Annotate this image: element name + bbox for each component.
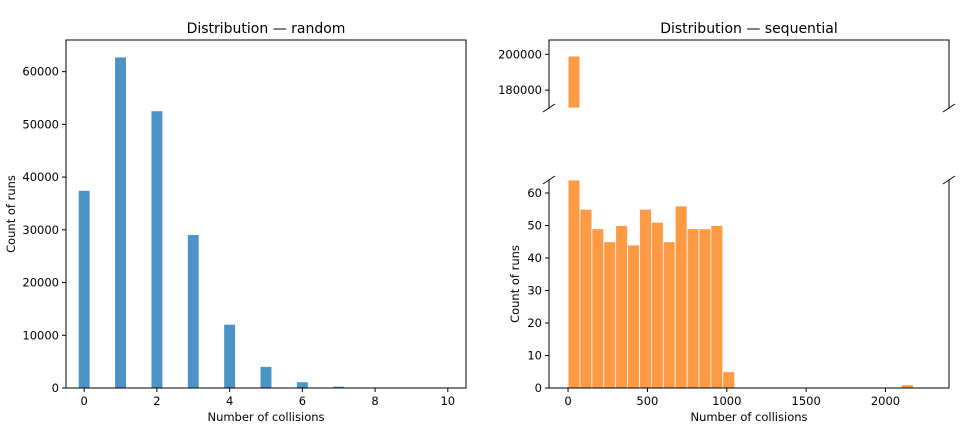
sequential-bar bbox=[603, 241, 617, 389]
random-x-tick-label: 10 bbox=[440, 394, 455, 408]
sequential-bar-top bbox=[567, 55, 581, 109]
random-y-tick-label: 50000 bbox=[22, 117, 59, 131]
random-x-tick-label: 8 bbox=[371, 394, 378, 408]
sequential-bottom-frame bbox=[548, 180, 950, 389]
random-x-tick-label: 2 bbox=[153, 394, 160, 408]
sequential-bar bbox=[627, 244, 640, 389]
random-plot-frame bbox=[65, 39, 467, 389]
sequential-x-tick-label: 500 bbox=[636, 394, 658, 408]
random-y-tick-label: 20000 bbox=[22, 276, 59, 290]
axis-break-marks bbox=[542, 103, 956, 185]
sequential-y-tick-label: 40 bbox=[527, 251, 542, 265]
sequential-x-tick-label: 2000 bbox=[871, 394, 900, 408]
random-chart-title: Distribution — random bbox=[187, 21, 346, 37]
sequential-chart: Distribution — sequential 180000 200000 0 1… bbox=[498, 21, 956, 424]
sequential-y-tick-label: 60 bbox=[527, 186, 542, 200]
sequential-y-tick-label: 10 bbox=[527, 349, 542, 363]
random-x-tick-label: 4 bbox=[226, 394, 233, 408]
random-bar-1 bbox=[115, 57, 126, 389]
sequential-bar bbox=[662, 241, 676, 389]
random-y-tick-label: 40000 bbox=[22, 170, 59, 184]
sequential-bar bbox=[567, 179, 581, 389]
sequential-top-frame bbox=[548, 39, 950, 108]
random-bar-4 bbox=[224, 324, 236, 388]
sequential-bar bbox=[591, 228, 605, 389]
random-y-tick-label: 10000 bbox=[22, 328, 59, 342]
sequential-top-y-tick-label: 180000 bbox=[498, 83, 542, 97]
sequential-bar bbox=[710, 225, 724, 389]
sequential-x-tick-label: 1500 bbox=[792, 394, 821, 408]
sequential-top-y-tick-label: 200000 bbox=[498, 47, 542, 61]
sequential-y-tick-label: 20 bbox=[527, 316, 542, 330]
sequential-bar bbox=[674, 205, 688, 389]
sequential-y-tick-label: 50 bbox=[527, 219, 542, 233]
random-bar-3 bbox=[187, 235, 199, 388]
random-chart: Distribution — random 010000200003000040… bbox=[4, 21, 467, 424]
sequential-bar bbox=[686, 228, 700, 389]
sequential-y-axis-label: Count of runs bbox=[508, 245, 522, 323]
random-bar-5 bbox=[260, 366, 272, 388]
sequential-bar bbox=[579, 208, 593, 389]
random-y-tick-label: 30000 bbox=[22, 223, 59, 237]
sequential-bar bbox=[615, 225, 628, 389]
random-x-tick-label: 6 bbox=[299, 394, 306, 408]
random-bar-0 bbox=[78, 190, 90, 388]
random-y-tick-label: 60000 bbox=[22, 65, 59, 79]
random-y-axis-label: Count of runs bbox=[4, 175, 18, 253]
random-bar-7 bbox=[333, 386, 345, 388]
sequential-bar bbox=[722, 371, 736, 389]
sequential-bar bbox=[650, 221, 664, 389]
sequential-x-tick-label: 0 bbox=[564, 394, 571, 408]
sequential-chart-title: Distribution — sequential bbox=[660, 21, 838, 37]
random-x-axis-label: Number of collisions bbox=[207, 410, 324, 424]
random-y-tick-label: 0 bbox=[52, 381, 59, 395]
sequential-x-axis-label: Number of collisions bbox=[690, 410, 807, 424]
random-bar-6 bbox=[296, 382, 308, 388]
sequential-bar bbox=[639, 208, 652, 389]
sequential-bar bbox=[698, 228, 712, 389]
random-x-tick-label: 0 bbox=[81, 394, 88, 408]
sequential-y-tick-label: 30 bbox=[527, 284, 542, 298]
sequential-x-tick-label: 1000 bbox=[712, 394, 741, 408]
random-bar-2 bbox=[151, 111, 163, 388]
sequential-y-tick-label: 0 bbox=[535, 381, 542, 395]
